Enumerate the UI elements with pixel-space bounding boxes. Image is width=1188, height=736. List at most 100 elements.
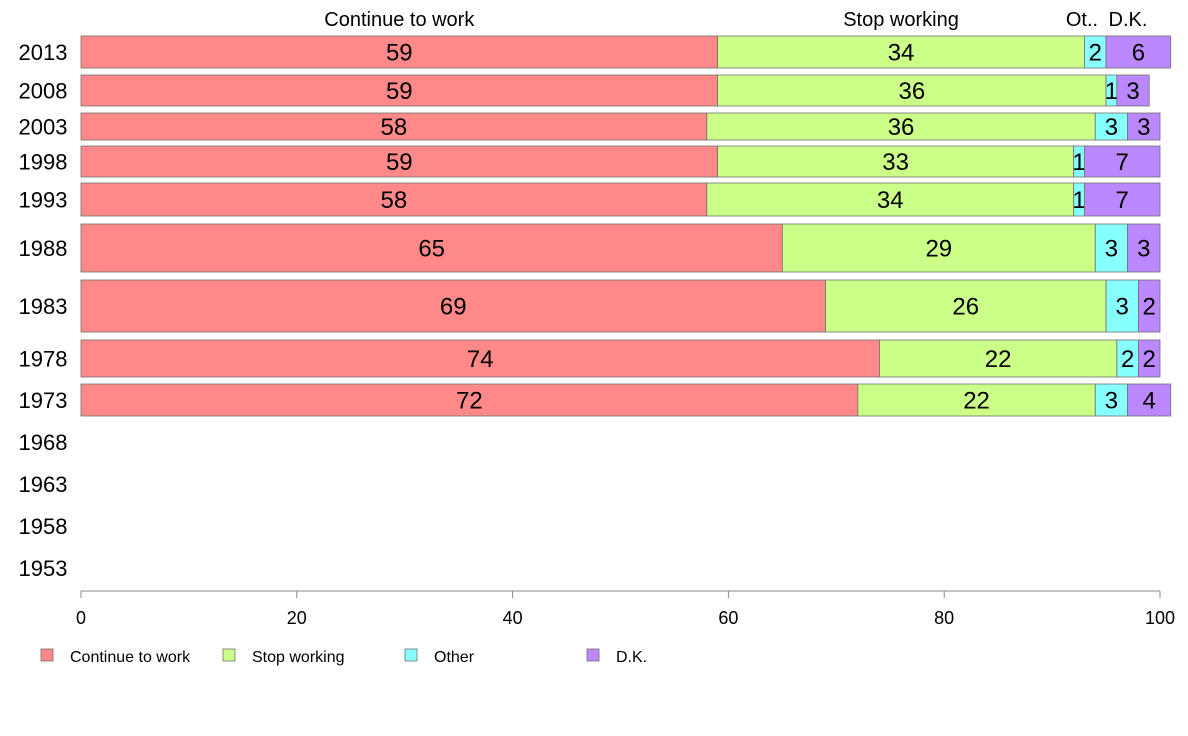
column-header-continue-to-work: Continue to work xyxy=(324,9,475,31)
row-1963: 1963 xyxy=(19,472,68,497)
bar-continue-to-work-2003 xyxy=(80,112,708,141)
bar-stop-working-2013 xyxy=(717,35,1085,69)
value-label-other-1983: 3 xyxy=(1116,294,1129,321)
value-label-continue-to-work-1978: 74 xyxy=(467,346,494,373)
legend-label-stop-working: Stop working xyxy=(252,649,345,666)
bar-stop-working-1978 xyxy=(879,339,1118,378)
row-2008: 2008 59 36 1 3 xyxy=(19,74,1150,107)
legend-label-continue-to-work: Continue to work xyxy=(70,649,191,666)
x-axis: 0 20 40 60 80 100 xyxy=(76,590,1175,628)
bar-continue-to-work-1978 xyxy=(80,339,880,378)
value-label-other-1988: 3 xyxy=(1105,236,1118,263)
row-1953: 1953 xyxy=(19,556,68,581)
value-label-continue-to-work-2003: 58 xyxy=(381,114,408,141)
column-header-d-k: D.K. xyxy=(1109,9,1148,31)
legend-label-other: Other xyxy=(434,649,475,666)
year-label-2003: 2003 xyxy=(19,115,68,140)
bar-continue-to-work-1983 xyxy=(80,279,826,333)
value-label-stop-working-1993: 34 xyxy=(877,187,904,214)
row-1968: 1968 xyxy=(19,430,68,455)
year-label-1988: 1988 xyxy=(19,236,68,261)
value-label-stop-working-1973: 22 xyxy=(963,388,990,415)
bar-continue-to-work-1988 xyxy=(80,223,783,273)
column-header-stop-working: Stop working xyxy=(843,9,959,31)
x-tick-label-100: 100 xyxy=(1145,608,1175,628)
column-headers: Continue to work Stop working Ot.. D.K. xyxy=(324,9,1147,31)
column-header-ot: Ot.. xyxy=(1066,9,1098,31)
year-label-1963: 1963 xyxy=(19,472,68,497)
row-2013: 2013 59 34 2 6 xyxy=(19,35,1172,69)
bar-continue-to-work-2013 xyxy=(80,35,719,69)
value-label-d-k-1988: 3 xyxy=(1137,236,1150,263)
legend-swatch-other xyxy=(404,648,418,662)
legend-swatch-d-k xyxy=(586,648,600,662)
x-tick-label-80: 80 xyxy=(934,608,954,628)
bar-continue-to-work-1998 xyxy=(80,145,719,178)
value-label-d-k-1998: 7 xyxy=(1116,149,1129,176)
value-label-d-k-1978: 2 xyxy=(1143,346,1156,373)
year-label-2008: 2008 xyxy=(19,79,68,104)
bar-d-k-1978 xyxy=(1138,339,1161,378)
legend-item-stop-working: Stop working xyxy=(222,648,345,666)
value-label-stop-working-1988: 29 xyxy=(925,236,952,263)
legend: Continue to work Stop working Other D.K. xyxy=(40,648,647,666)
value-label-continue-to-work-1998: 59 xyxy=(386,149,413,176)
x-tick-label-60: 60 xyxy=(718,608,738,628)
bar-d-k-2003 xyxy=(1127,112,1161,141)
value-label-stop-working-2003: 36 xyxy=(888,114,915,141)
row-1998: 1998 59 33 1 7 xyxy=(19,145,1161,178)
value-label-continue-to-work-1988: 65 xyxy=(418,236,445,263)
row-1978: 1978 74 22 2 2 xyxy=(19,339,1161,378)
bar-d-k-2008 xyxy=(1116,74,1150,107)
bar-stop-working-1973 xyxy=(857,383,1096,417)
bar-continue-to-work-1973 xyxy=(80,383,859,417)
value-label-stop-working-1978: 22 xyxy=(985,346,1012,373)
bar-stop-working-1993 xyxy=(706,182,1075,217)
legend-item-continue-to-work: Continue to work xyxy=(40,648,191,666)
year-label-1953: 1953 xyxy=(19,556,68,581)
bar-other-1988 xyxy=(1094,223,1129,273)
value-label-stop-working-1983: 26 xyxy=(952,294,979,321)
value-label-other-1973: 3 xyxy=(1105,388,1118,415)
bar-other-1983 xyxy=(1105,279,1139,333)
value-label-stop-working-2013: 34 xyxy=(888,40,915,67)
bar-stop-working-2008 xyxy=(717,74,1107,107)
year-label-1998: 1998 xyxy=(19,150,68,175)
value-label-other-1978: 2 xyxy=(1121,346,1134,373)
row-2003: 2003 58 36 3 3 xyxy=(19,112,1161,141)
value-label-d-k-1983: 2 xyxy=(1143,294,1156,321)
x-tick-label-40: 40 xyxy=(503,608,523,628)
bar-d-k-1993 xyxy=(1084,182,1161,217)
year-label-1978: 1978 xyxy=(19,347,68,372)
bar-d-k-2013 xyxy=(1105,35,1172,69)
value-label-other-2003: 3 xyxy=(1105,114,1118,141)
value-label-stop-working-1998: 33 xyxy=(882,149,909,176)
bar-d-k-1973 xyxy=(1127,383,1172,417)
year-label-1958: 1958 xyxy=(19,514,68,539)
value-label-d-k-1973: 4 xyxy=(1143,388,1156,415)
row-1973: 1973 72 22 3 4 xyxy=(19,383,1172,417)
year-label-1973: 1973 xyxy=(19,388,68,413)
value-label-continue-to-work-2008: 59 xyxy=(386,78,413,105)
bar-stop-working-1998 xyxy=(717,145,1075,178)
bar-d-k-1983 xyxy=(1138,279,1161,333)
value-label-continue-to-work-1993: 58 xyxy=(381,187,408,214)
value-label-d-k-2003: 3 xyxy=(1137,114,1150,141)
bar-continue-to-work-1993 xyxy=(80,182,708,217)
value-label-continue-to-work-2013: 59 xyxy=(386,40,413,67)
x-tick-label-20: 20 xyxy=(287,608,307,628)
value-label-stop-working-2008: 36 xyxy=(898,78,925,105)
value-label-other-1998: 1 xyxy=(1072,149,1085,176)
legend-item-d-k: D.K. xyxy=(586,648,647,666)
value-label-other-2013: 2 xyxy=(1089,40,1102,67)
value-label-d-k-2013: 6 xyxy=(1132,40,1145,67)
x-tick-label-0: 0 xyxy=(76,608,86,628)
year-label-1993: 1993 xyxy=(19,188,68,213)
value-label-other-1993: 1 xyxy=(1072,187,1085,214)
bar-stop-working-1983 xyxy=(825,279,1107,333)
legend-label-d-k: D.K. xyxy=(616,649,647,666)
value-label-d-k-2008: 3 xyxy=(1126,78,1139,105)
bar-stop-working-1988 xyxy=(781,223,1096,273)
row-1983: 1983 69 26 3 2 xyxy=(19,279,1161,333)
